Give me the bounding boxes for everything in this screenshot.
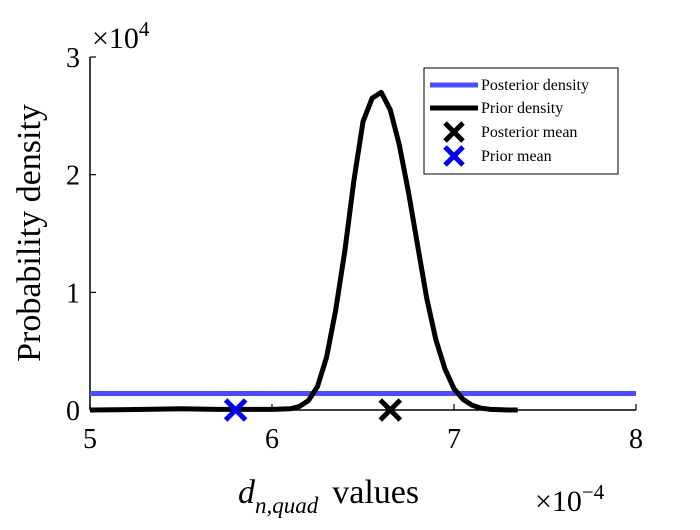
legend-label: Posterior density	[481, 77, 589, 94]
marker-prior-mean	[223, 398, 248, 422]
x-multiplier: ×10−4	[535, 480, 605, 518]
ticks: 5 6 7 8 0 1 2 3	[66, 43, 643, 455]
legend-label: Posterior mean	[481, 124, 577, 141]
legend-item: Prior mean	[443, 145, 552, 167]
legend-label: Prior density	[481, 100, 563, 117]
legend-item: Posterior mean	[443, 121, 577, 143]
series-line-prior-density	[89, 89, 518, 413]
points-layer	[223, 398, 403, 422]
y-multiplier: ×104	[92, 17, 150, 55]
legend-item: Posterior density	[430, 77, 589, 94]
y-tick-label: 3	[66, 43, 80, 74]
legend-item: Prior density	[430, 100, 563, 117]
x-tick-label: 8	[629, 424, 643, 455]
x-tick-label: 6	[265, 424, 279, 455]
y-tick-label: 0	[66, 396, 80, 427]
legend-marker-swatch	[443, 145, 465, 167]
legend-marker-swatch	[443, 121, 465, 143]
y-axis-label: Probability density	[11, 104, 48, 362]
y-tick-label: 1	[66, 278, 80, 309]
x-tick-label: 5	[83, 424, 97, 455]
y-tick-label: 2	[66, 161, 80, 192]
series-layer	[89, 89, 636, 413]
legend: Posterior density Prior density Posterior …	[423, 67, 619, 175]
x-tick-label: 7	[447, 424, 461, 455]
marker-posterior-mean	[378, 398, 403, 422]
legend-label: Prior mean	[481, 148, 552, 165]
x-axis-label: dn,quad values	[238, 474, 419, 518]
